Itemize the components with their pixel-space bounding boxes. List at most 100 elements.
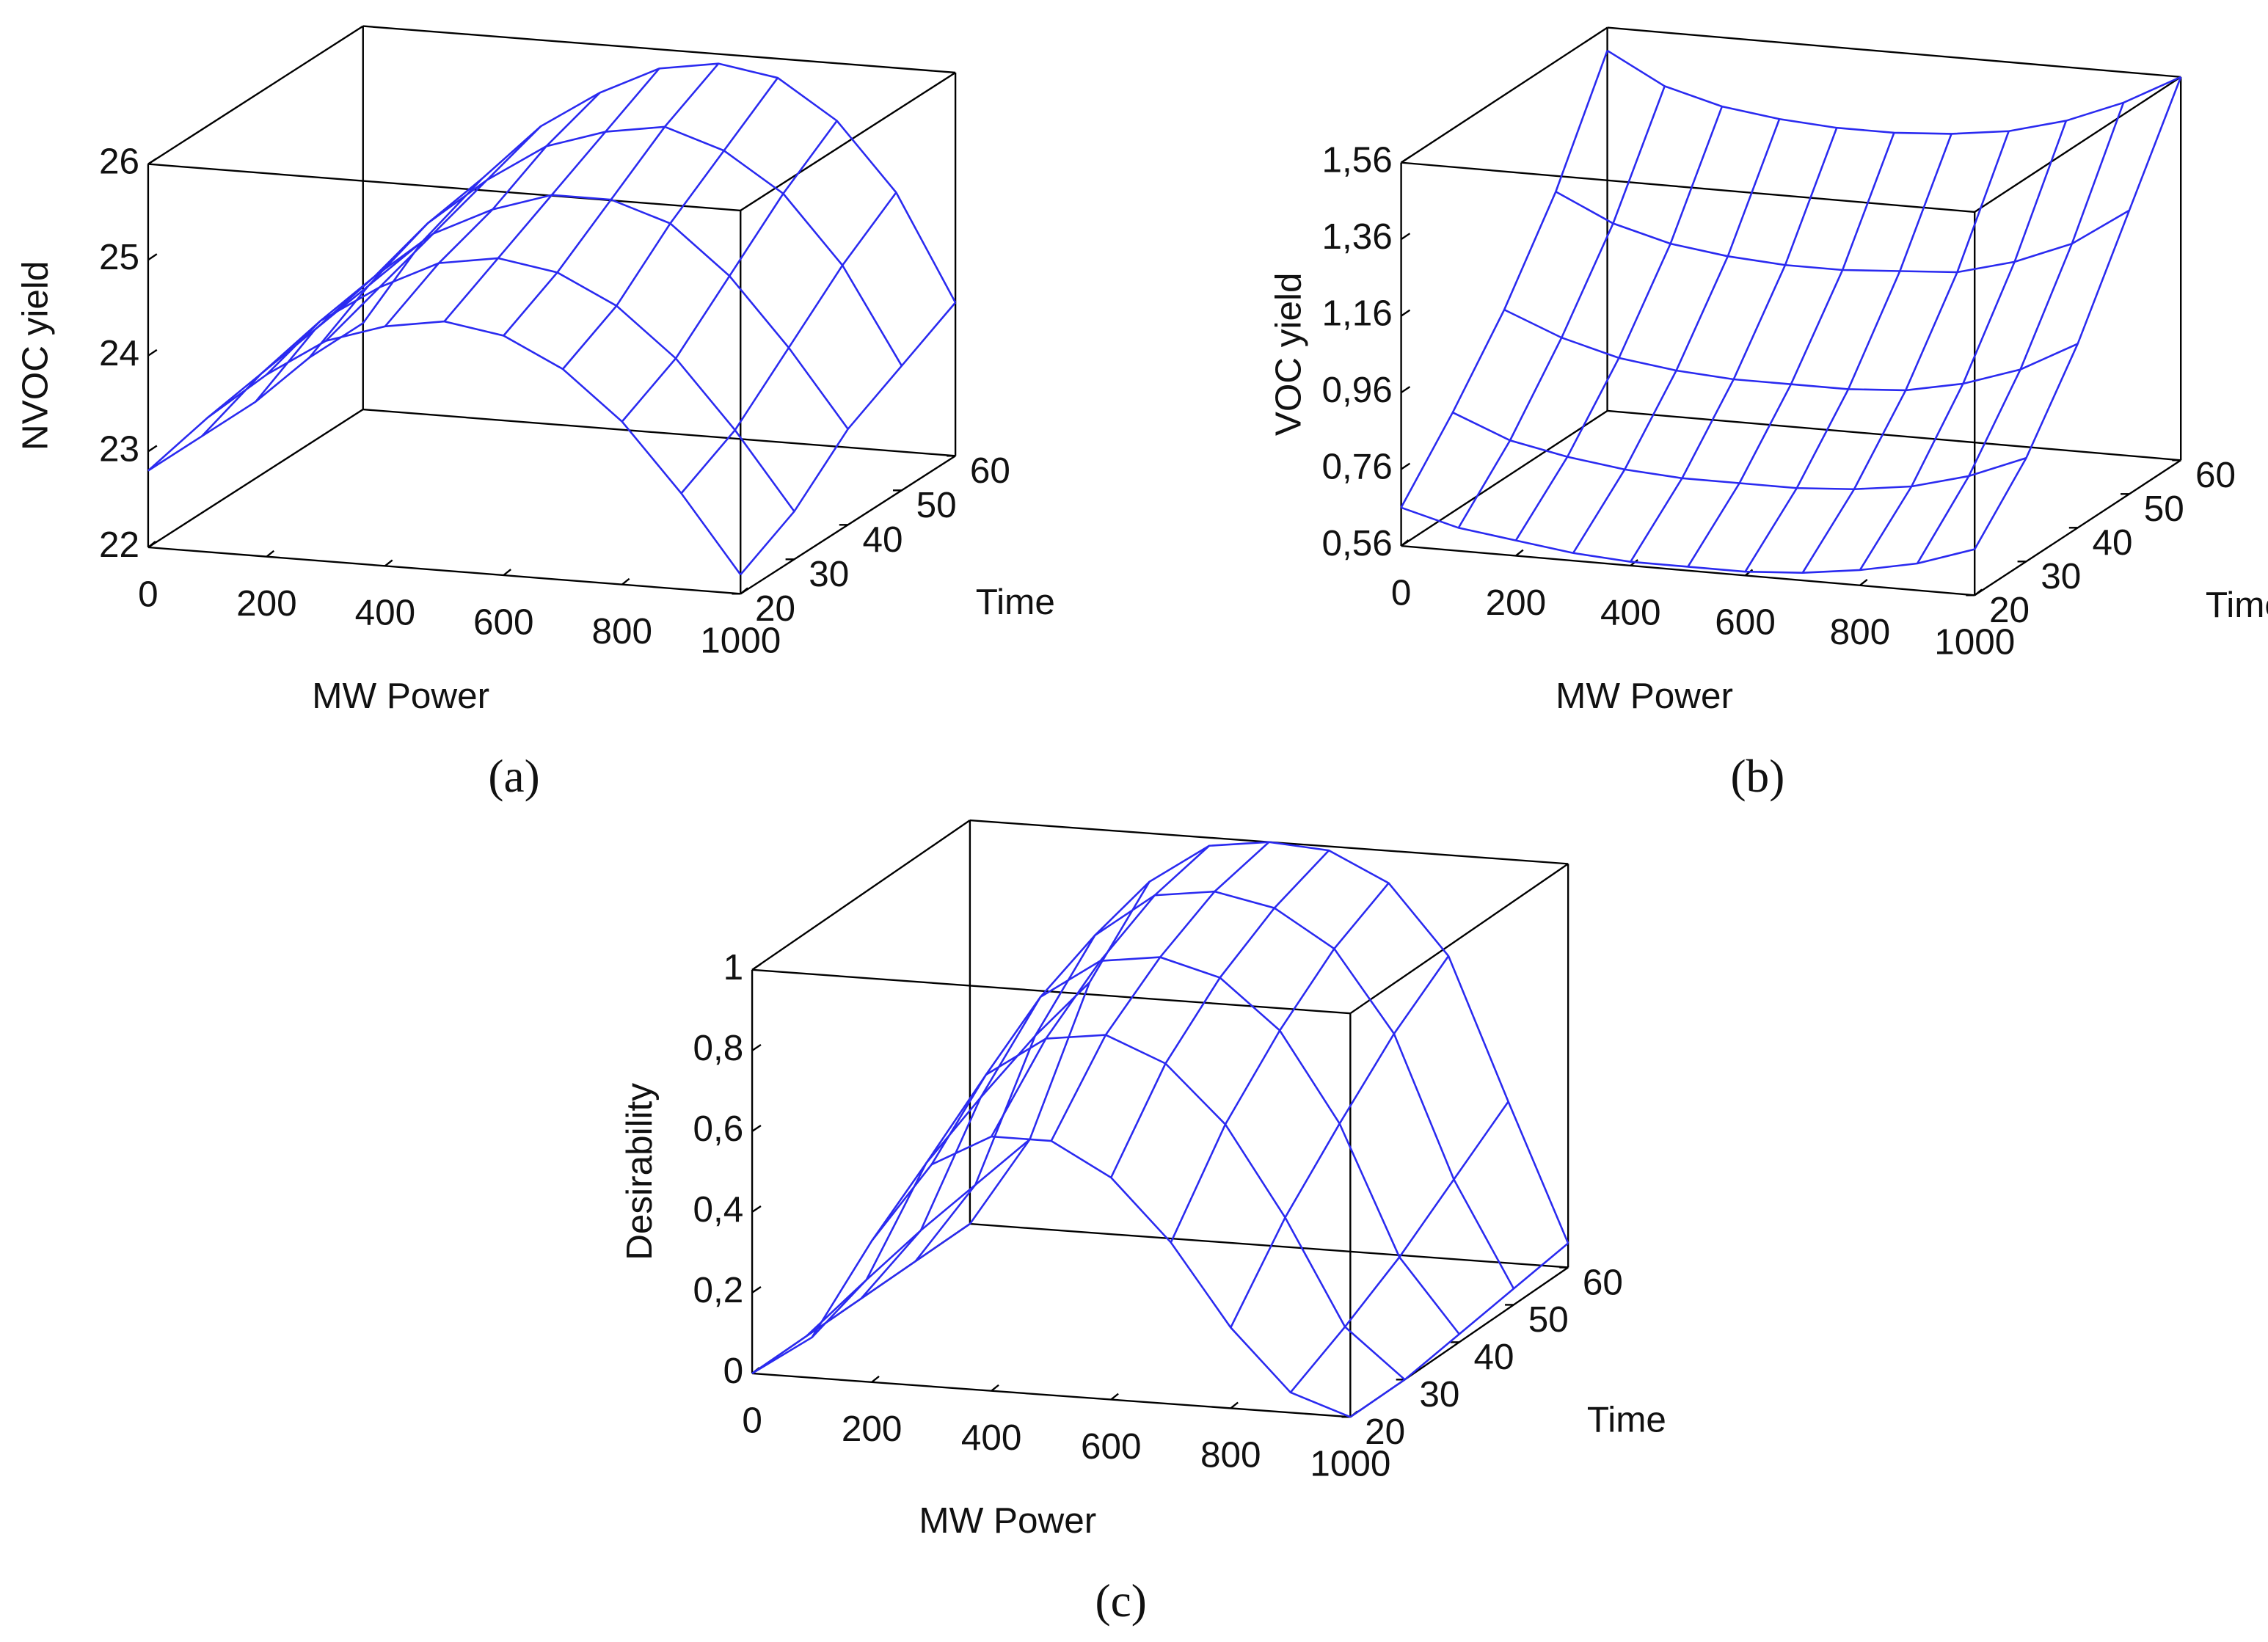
z-tick <box>751 1286 762 1293</box>
box-edge <box>1349 863 1569 1015</box>
box-edge <box>740 71 956 211</box>
x-tick-label: 0 <box>742 1400 762 1440</box>
x-tick-label: 400 <box>355 593 416 633</box>
y-axis-label: Time <box>1587 1399 1666 1440</box>
mesh-line-y <box>1687 132 1895 568</box>
mesh-line-y <box>1630 127 1838 563</box>
z-tick-label: 1,56 <box>1321 140 1392 180</box>
x-tick <box>1859 579 1868 586</box>
z-tick <box>751 1043 762 1051</box>
x-tick <box>1974 588 1983 596</box>
x-tick <box>266 550 275 558</box>
x-tick-label: 600 <box>473 602 534 642</box>
y-tick-label: 40 <box>862 519 903 560</box>
y-tick-label: 50 <box>916 485 957 525</box>
mesh-line-y <box>266 178 483 376</box>
box-edge <box>1401 161 1975 214</box>
box-edge <box>751 1372 1351 1418</box>
z-tick <box>751 1205 762 1213</box>
x-tick-label: 200 <box>236 583 297 624</box>
x-tick <box>384 559 393 567</box>
z-tick <box>147 349 158 357</box>
z-tick-label: 1 <box>723 947 744 988</box>
mesh-line-y <box>503 62 720 337</box>
x-tick-label: 200 <box>1486 583 1547 623</box>
box-edge <box>147 163 741 212</box>
y-tick-label: 20 <box>1989 590 2030 630</box>
x-tick <box>1515 549 1524 557</box>
mesh-line-x <box>308 125 903 367</box>
z-tick-label: 0,2 <box>693 1270 743 1310</box>
y-tick-label: 30 <box>2041 556 2081 596</box>
mesh-line-x <box>362 62 957 324</box>
mesh-line-y <box>1572 118 1781 554</box>
box-edge <box>1974 76 2181 213</box>
mesh-line-x <box>1452 412 2027 491</box>
z-tick-label: 0,4 <box>693 1189 743 1230</box>
mesh-line-y <box>930 880 1151 1165</box>
z-tick-label: 0,8 <box>693 1028 743 1068</box>
y-tick-label: 30 <box>1419 1374 1459 1415</box>
z-tick <box>1400 386 1411 394</box>
mesh-line-y <box>147 322 364 472</box>
x-tick-label: 200 <box>842 1409 903 1449</box>
surface-plot: 0,56 0,76 0,96 1,16 1,36 1,56 0 200 400 600 800 100… <box>1268 26 2268 802</box>
mesh-line-y <box>325 125 542 342</box>
z-tick-label: 0,56 <box>1321 523 1392 563</box>
mesh-line-y <box>1349 1242 1569 1418</box>
x-tick <box>503 569 511 576</box>
mesh-line-x <box>1606 49 2181 135</box>
z-tick <box>147 253 158 261</box>
box-edge <box>147 409 364 548</box>
x-tick-label: 800 <box>1830 612 1891 652</box>
box-edge <box>362 25 956 74</box>
x-tick-label: 0 <box>138 574 158 614</box>
mesh-line-y <box>1916 102 2125 564</box>
z-tick <box>147 445 158 453</box>
panel-label: (c) <box>1095 1575 1147 1627</box>
x-axis-label: MW Power <box>312 676 489 716</box>
z-tick <box>1400 156 1411 164</box>
box-edge <box>147 546 741 595</box>
z-tick <box>1400 309 1411 317</box>
x-tick-label: 800 <box>592 611 653 652</box>
x-tick-label: 1000 <box>1310 1444 1390 1484</box>
z-tick <box>751 963 762 971</box>
mesh-line-y <box>1801 131 2010 574</box>
z-tick <box>751 1124 762 1132</box>
y-tick-label: 40 <box>2092 522 2132 563</box>
mesh-line-y <box>991 844 1210 1137</box>
mesh-line-y <box>740 302 957 576</box>
box-edge <box>751 820 971 971</box>
x-tick <box>871 1375 880 1383</box>
x-tick <box>1400 539 1410 547</box>
mesh-line-y <box>1744 133 1952 572</box>
x-tick-label: 800 <box>1200 1435 1261 1475</box>
y-tick-label: 50 <box>1528 1299 1569 1340</box>
z-axis-label: Desirability <box>619 1083 660 1260</box>
z-tick-label: 25 <box>99 237 139 277</box>
mesh-line-x <box>969 841 1569 1244</box>
box-edge <box>1400 410 1608 547</box>
y-tick-label: 20 <box>755 588 795 629</box>
box-edge <box>1607 26 2181 79</box>
z-axis-label: VOC yield <box>1268 273 1308 437</box>
z-tick-label: 22 <box>99 525 139 565</box>
box-edge <box>362 408 956 457</box>
x-tick-label: 1000 <box>1934 622 2015 663</box>
mesh-line-y <box>562 77 779 370</box>
z-tick <box>147 157 158 165</box>
x-tick <box>740 587 748 595</box>
mesh-line-y <box>1289 1101 1509 1393</box>
mesh-line-y <box>1110 850 1330 1178</box>
x-tick <box>621 577 630 585</box>
box-edge <box>1401 544 1975 596</box>
mesh-line-y <box>1230 955 1450 1328</box>
box-edge <box>969 1222 1569 1269</box>
mesh-line-y <box>680 191 897 495</box>
x-tick-label: 400 <box>961 1417 1022 1458</box>
mesh-line-y <box>384 92 601 327</box>
x-axis-label: MW Power <box>1556 676 1733 716</box>
